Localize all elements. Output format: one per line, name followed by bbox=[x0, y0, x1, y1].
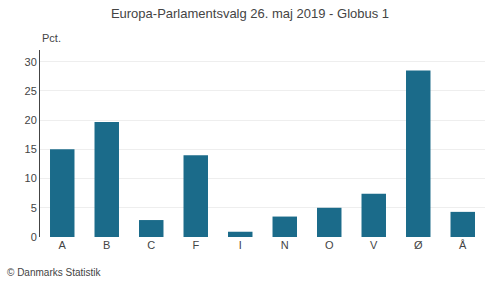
svg-text:C: C bbox=[147, 239, 155, 251]
svg-text:Ø: Ø bbox=[414, 239, 423, 251]
svg-text:O: O bbox=[325, 239, 334, 251]
svg-text:I: I bbox=[239, 239, 242, 251]
svg-text:B: B bbox=[103, 239, 110, 251]
svg-text:0: 0 bbox=[31, 231, 37, 243]
svg-text:N: N bbox=[281, 239, 289, 251]
svg-text:20: 20 bbox=[25, 114, 37, 126]
svg-text:A: A bbox=[59, 239, 67, 251]
svg-text:© Danmarks Statistik: © Danmarks Statistik bbox=[7, 267, 102, 278]
svg-text:15: 15 bbox=[25, 143, 37, 155]
svg-text:F: F bbox=[192, 239, 199, 251]
svg-text:Pct.: Pct. bbox=[42, 32, 61, 44]
svg-text:10: 10 bbox=[25, 172, 37, 184]
svg-text:V: V bbox=[370, 239, 378, 251]
svg-text:25: 25 bbox=[25, 85, 37, 97]
svg-text:30: 30 bbox=[25, 56, 37, 68]
svg-text:5: 5 bbox=[31, 202, 37, 214]
svg-text:Europa-Parlamentsvalg 26. maj: Europa-Parlamentsvalg 26. maj 2019 - Glo… bbox=[111, 6, 389, 21]
svg-text:Å: Å bbox=[459, 239, 467, 251]
